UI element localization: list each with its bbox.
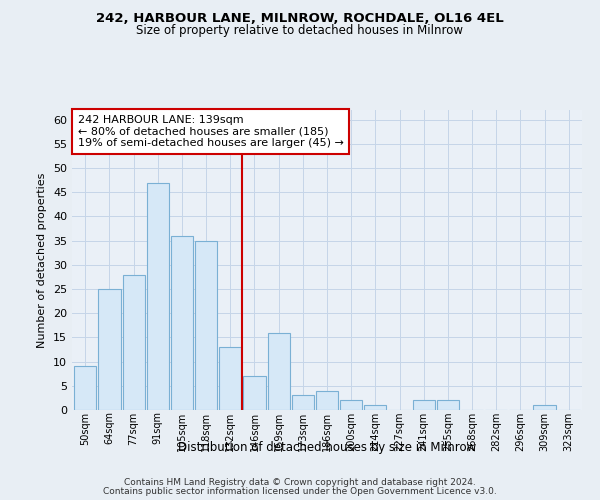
Bar: [74, 366, 97, 410]
Bar: [171, 236, 193, 410]
Bar: [219, 347, 241, 410]
Y-axis label: Number of detached properties: Number of detached properties: [37, 172, 47, 348]
Bar: [533, 405, 556, 410]
Text: Contains public sector information licensed under the Open Government Licence v3: Contains public sector information licen…: [103, 486, 497, 496]
Bar: [244, 376, 266, 410]
Bar: [98, 289, 121, 410]
Text: Contains HM Land Registry data © Crown copyright and database right 2024.: Contains HM Land Registry data © Crown c…: [124, 478, 476, 487]
Text: Distribution of detached houses by size in Milnrow: Distribution of detached houses by size …: [178, 441, 476, 454]
Text: 242 HARBOUR LANE: 139sqm
← 80% of detached houses are smaller (185)
19% of semi-: 242 HARBOUR LANE: 139sqm ← 80% of detach…: [78, 115, 344, 148]
Bar: [316, 390, 338, 410]
Bar: [122, 274, 145, 410]
Bar: [195, 240, 217, 410]
Bar: [364, 405, 386, 410]
Bar: [340, 400, 362, 410]
Text: Size of property relative to detached houses in Milnrow: Size of property relative to detached ho…: [137, 24, 464, 37]
Text: 242, HARBOUR LANE, MILNROW, ROCHDALE, OL16 4EL: 242, HARBOUR LANE, MILNROW, ROCHDALE, OL…: [96, 12, 504, 26]
Bar: [413, 400, 435, 410]
Bar: [437, 400, 459, 410]
Bar: [268, 332, 290, 410]
Bar: [292, 396, 314, 410]
Bar: [146, 182, 169, 410]
